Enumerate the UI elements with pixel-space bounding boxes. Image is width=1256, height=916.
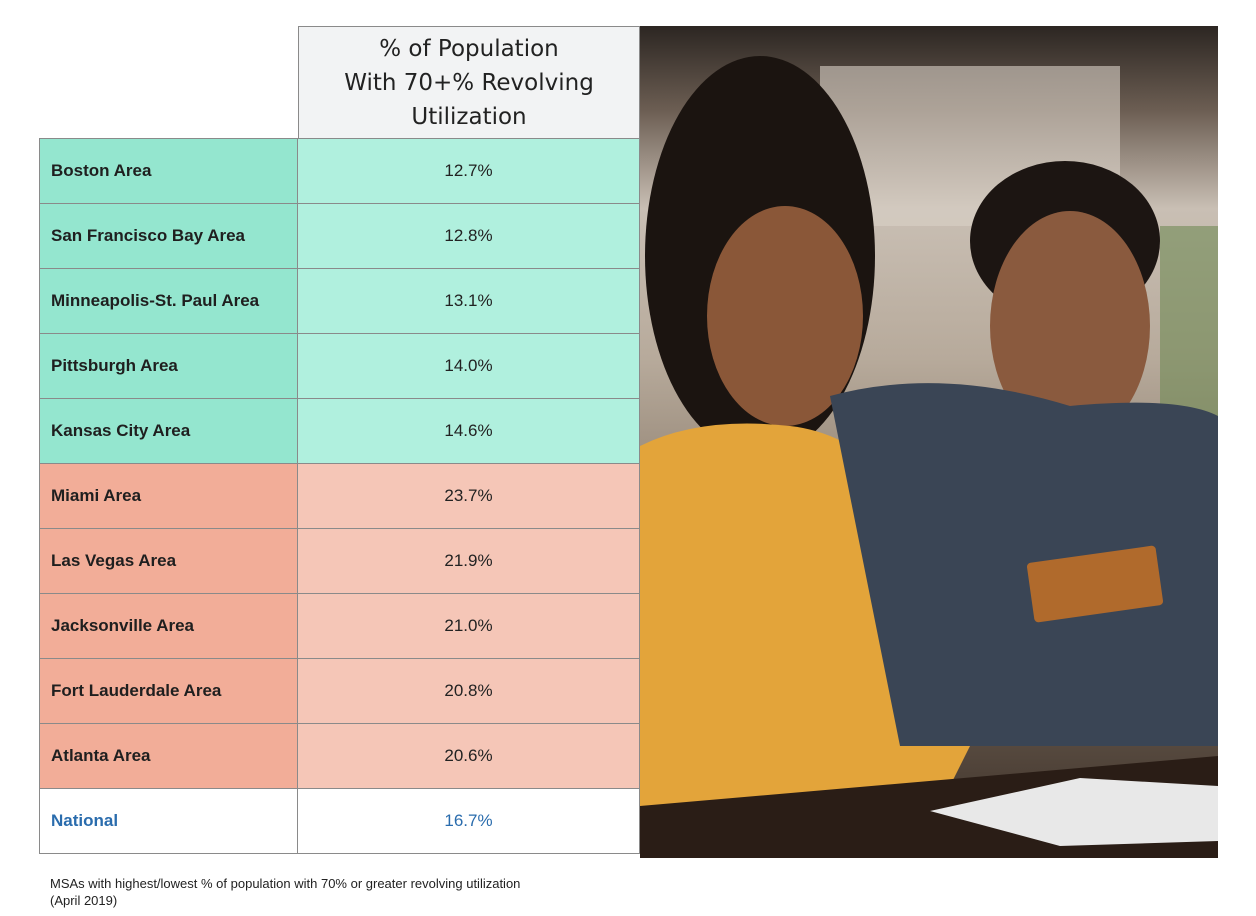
row-label: Pittsburgh Area [40, 334, 298, 398]
row-value: 21.0% [298, 594, 639, 658]
table-row-highest: Atlanta Area 20.6% [39, 724, 640, 789]
table-row-highest: Las Vegas Area 21.9% [39, 529, 640, 594]
row-value: 12.7% [298, 139, 639, 203]
row-label: National [40, 789, 298, 853]
table-row-highest: Miami Area 23.7% [39, 464, 640, 529]
table-row-lowest: Kansas City Area 14.6% [39, 399, 640, 464]
caption-text: MSAs with highest/lowest % of population… [50, 876, 521, 908]
column-header: % of Population With 70+% Revolving Util… [298, 26, 640, 138]
row-value: 20.8% [298, 659, 639, 723]
table-row-national: National 16.7% [39, 789, 640, 854]
table-row-lowest: San Francisco Bay Area 12.8% [39, 204, 640, 269]
row-value: 14.0% [298, 334, 639, 398]
row-label: Minneapolis-St. Paul Area [40, 269, 298, 333]
couple-with-credit-card-photo [640, 26, 1218, 858]
row-value: 13.1% [298, 269, 639, 333]
table-row-lowest: Boston Area 12.7% [39, 138, 640, 204]
row-value: 12.8% [298, 204, 639, 268]
row-value: 14.6% [298, 399, 639, 463]
row-value: 20.6% [298, 724, 639, 788]
photo-illustration [640, 56, 1218, 858]
row-label: Jacksonville Area [40, 594, 298, 658]
row-label: Miami Area [40, 464, 298, 528]
row-label: Kansas City Area [40, 399, 298, 463]
table-row-lowest: Pittsburgh Area 14.0% [39, 334, 640, 399]
table-body: Boston Area 12.7% San Francisco Bay Area 12… [39, 138, 640, 854]
table-row-highest: Jacksonville Area 21.0% [39, 594, 640, 659]
row-value: 23.7% [298, 464, 639, 528]
table-row-highest: Fort Lauderdale Area 20.8% [39, 659, 640, 724]
table-row-lowest: Minneapolis-St. Paul Area 13.1% [39, 269, 640, 334]
row-value: 21.9% [298, 529, 639, 593]
row-label: San Francisco Bay Area [40, 204, 298, 268]
row-label: Fort Lauderdale Area [40, 659, 298, 723]
table-caption: MSAs with highest/lowest % of population… [50, 875, 520, 909]
row-label: Atlanta Area [40, 724, 298, 788]
row-label: Boston Area [40, 139, 298, 203]
row-value: 16.7% [298, 789, 639, 853]
row-label: Las Vegas Area [40, 529, 298, 593]
